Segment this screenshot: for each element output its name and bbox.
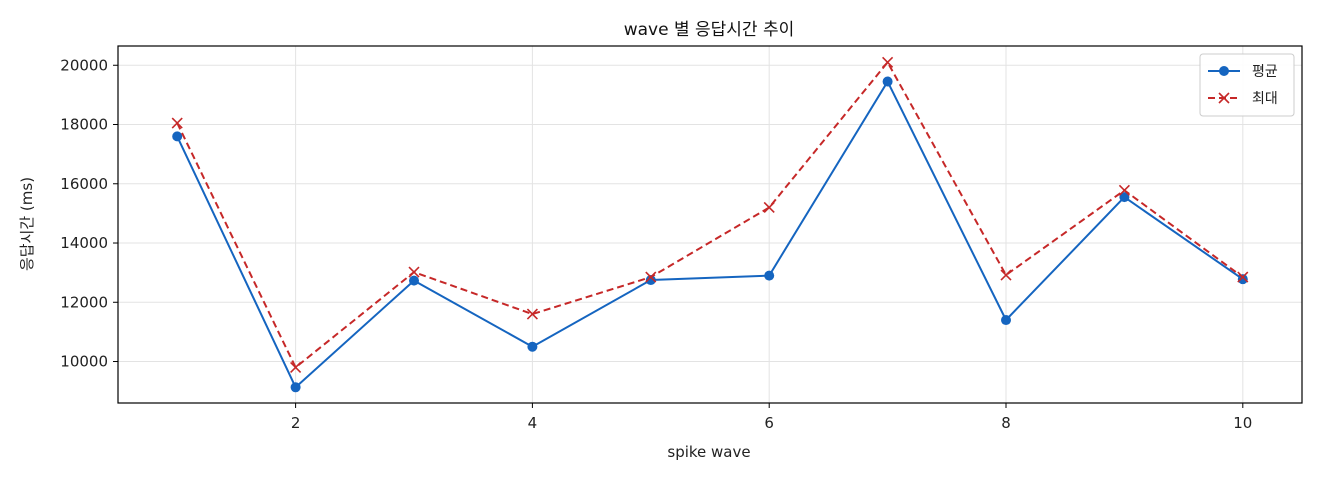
series-1-point: [764, 270, 775, 281]
plot-frame: [117, 45, 1303, 404]
legend-item-1: 평균: [1208, 64, 1278, 80]
series-2-point: [290, 361, 302, 374]
x-marker-stroke: [882, 56, 894, 68]
legend-label: 최대: [1252, 91, 1278, 107]
series-2-point: [1237, 271, 1249, 283]
series-1-point: [1237, 274, 1248, 285]
series-2-point: [1118, 184, 1130, 196]
y-tick-label: 20000: [60, 56, 108, 74]
legend-box: [1199, 53, 1295, 117]
y-tick-label: 16000: [60, 175, 108, 193]
x-marker-stroke: [1237, 271, 1249, 283]
x-marker-stroke: [171, 117, 183, 129]
series-2-point: [526, 308, 538, 320]
axes: 2 4 6 8 10 10000 12000 14000 16000 18000 20000: [60, 45, 1303, 432]
x-tick-label: 6: [764, 414, 774, 432]
legend-marker: [1219, 66, 1229, 76]
x-tick-label: 10: [1233, 414, 1252, 432]
x-marker-stroke: [526, 308, 538, 320]
series-1-point: [1001, 315, 1011, 326]
grid-lines: [118, 46, 1302, 403]
legend-label: 평균: [1252, 64, 1278, 80]
series-1-point: [1119, 192, 1130, 203]
series-2-point: [882, 56, 894, 68]
y-axis-label: 응답시간 (ms): [18, 177, 36, 271]
x-marker-stroke: [1000, 269, 1012, 281]
series-1-point: [172, 131, 183, 142]
series-2-point: [1000, 269, 1012, 281]
y-tick-label: 18000: [60, 116, 108, 134]
series-1-point: [882, 76, 893, 87]
series-1-point: [645, 275, 656, 286]
series-line-2: [176, 60, 1244, 369]
x-axis-label: spike wave: [667, 443, 750, 461]
series-2-point: [645, 271, 657, 283]
series-line-1: [176, 79, 1244, 389]
series-1-point: [409, 275, 419, 286]
series-1-point: [527, 341, 538, 352]
series-2-point: [408, 266, 420, 278]
x-tick-label: 4: [528, 414, 538, 432]
x-tick-label: 2: [291, 414, 301, 432]
series-1-point: [290, 382, 301, 393]
series-2-point: [171, 117, 183, 129]
x-marker-stroke: [1118, 184, 1130, 196]
legend-item-2: 최대: [1208, 91, 1278, 107]
x-tick-label: 8: [1001, 414, 1011, 432]
y-tick-label: 10000: [60, 353, 108, 371]
x-marker-stroke: [645, 271, 657, 283]
y-tick-label: 14000: [60, 234, 108, 252]
legend-marker: [1218, 92, 1230, 104]
x-marker-stroke: [290, 361, 302, 374]
y-tick-label: 12000: [60, 293, 108, 311]
x-marker-stroke: [408, 266, 420, 278]
x-marker-stroke: [763, 201, 775, 214]
chart-title: wave 별 응답시간 추이: [624, 20, 795, 40]
series-layer: [171, 56, 1249, 393]
series-2-point: [763, 201, 775, 214]
